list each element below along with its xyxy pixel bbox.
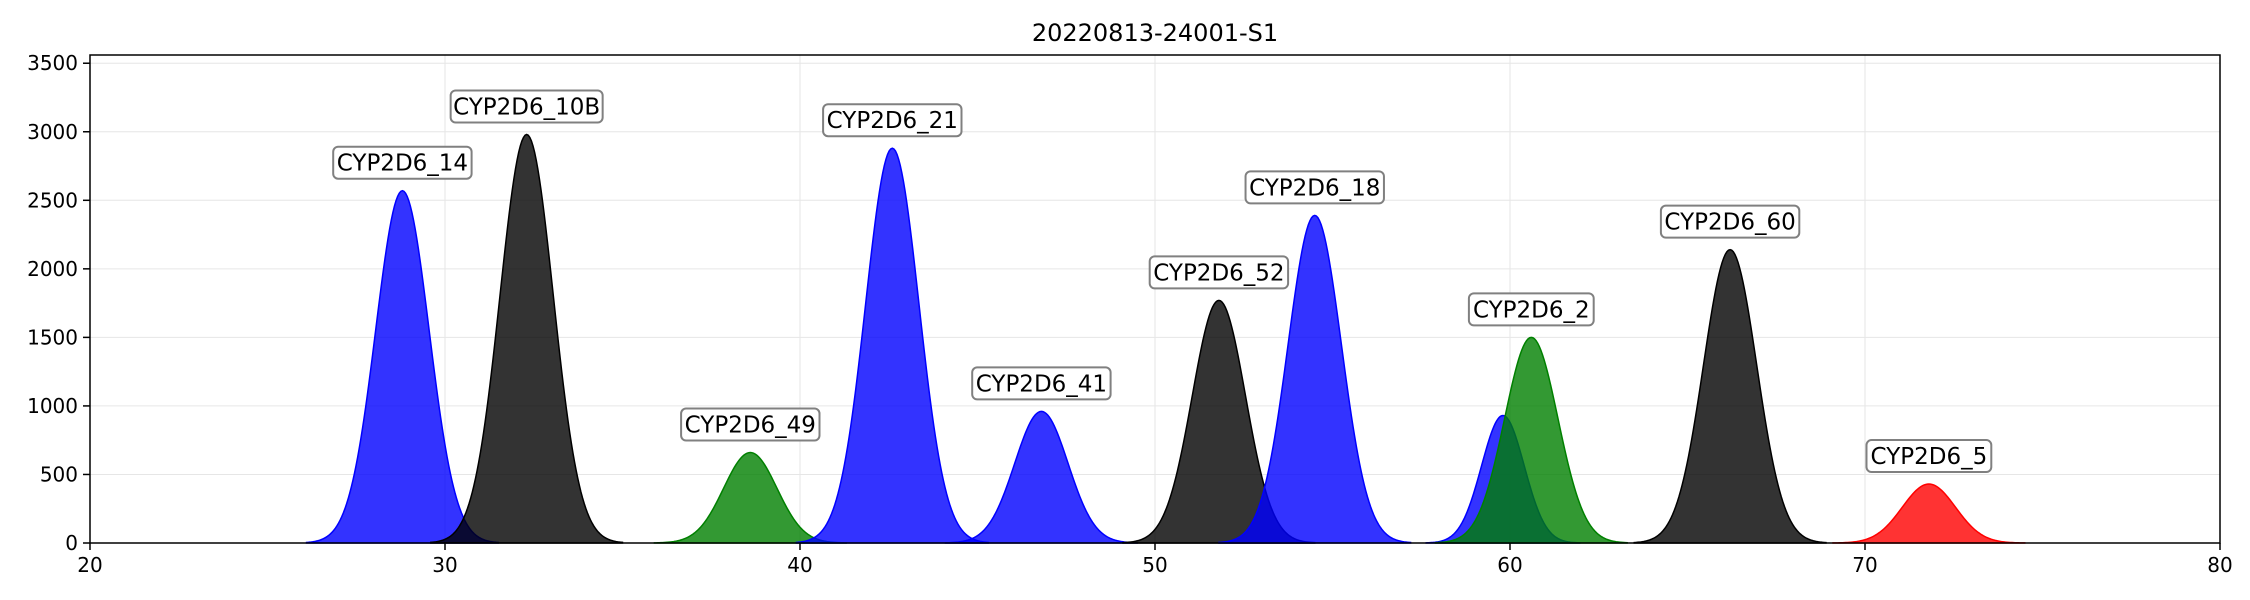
y-tick-label: 0 (65, 531, 78, 555)
peak-cyp2d6-18 (1218, 214, 1412, 544)
peak-label-box (1244, 170, 1385, 205)
peak-label-cyp2d6-41: CYP2D6_41 (971, 366, 1112, 401)
peak-label-box (1467, 292, 1595, 327)
peak-label-box (332, 145, 473, 180)
x-tick-label: 80 (2207, 553, 2232, 577)
peak-cyp2d6-5 (1832, 483, 2026, 544)
x-tick-label: 40 (787, 553, 812, 577)
x-tick-label: 70 (1852, 553, 1877, 577)
peak-label-cyp2d6-18: CYP2D6_18 (1244, 170, 1385, 205)
y-tick-label: 500 (40, 462, 78, 486)
peak-label-box (1148, 255, 1290, 290)
y-tick-label: 3000 (27, 120, 78, 144)
peak-cyp2d6-2 (1434, 336, 1628, 544)
peak-label-cyp2d6-49: CYP2D6_49 (680, 407, 821, 442)
peak-label-cyp2d6-14: CYP2D6_14 (332, 145, 473, 180)
axis-ticks: 20 30 40 50 60 70 80 0 500 1000 1500 2000 2500 3000 35… (27, 51, 2233, 577)
peak-label-cyp2d6-5: CYP2D6_5 (1865, 439, 1993, 474)
y-tick-label: 2500 (27, 188, 78, 212)
peak-label-box (680, 407, 821, 442)
peak-label-box (971, 366, 1112, 401)
grid (89, 55, 2221, 544)
peak-label-box (1865, 439, 1993, 474)
peak-label-cyp2d6-2: CYP2D6_2 (1467, 292, 1595, 327)
x-tick-label: 30 (432, 553, 457, 577)
peak-cyp2d6-10b (430, 133, 624, 544)
peak-label-text: CYP2D6_41 (976, 371, 1107, 397)
y-tick-label: 1000 (27, 394, 78, 418)
y-tick-label: 1500 (27, 325, 78, 349)
peak-label-cyp2d6-60: CYP2D6_60 (1659, 204, 1801, 239)
chart-title: 20220813-24001-S1 (1032, 19, 1278, 47)
peak-cyp2d6-60 (1633, 248, 1827, 544)
peak-cyp2d6-21 (795, 147, 989, 544)
x-tick-label: 60 (1497, 553, 1522, 577)
peak-label-cyp2d6-21: CYP2D6_21 (822, 103, 963, 138)
y-tick-label: 2000 (27, 257, 78, 281)
peak-label-cyp2d6-52: CYP2D6_52 (1148, 255, 1290, 290)
peak-label-text: CYP2D6_60 (1664, 210, 1795, 236)
y-tick-label: 3500 (27, 51, 78, 75)
peak-label-box (822, 103, 963, 138)
peak-cyp2d6-14 (305, 189, 499, 544)
peak-label-text: CYP2D6_10B (453, 95, 600, 121)
peak-cyp2d6-41 (944, 410, 1138, 544)
peak-label-text: CYP2D6_52 (1153, 260, 1284, 286)
peak-label-cyp2d6-10b: CYP2D6_10B (449, 89, 604, 124)
x-tick-label: 20 (77, 553, 102, 577)
peak-areas (305, 133, 2026, 544)
peak-cyp2d6-49 (653, 451, 847, 544)
peak-label-box (449, 89, 604, 124)
peak-labels: CYP2D6_14 CYP2D6_10B CYP2D6_49 CYP2D6_21 CYP… (332, 89, 1993, 474)
peak-label-text: CYP2D6_49 (685, 413, 816, 439)
peak-label-text: CYP2D6_2 (1473, 297, 1590, 323)
peak-label-box (1659, 204, 1801, 239)
x-tick-label: 50 (1142, 553, 1167, 577)
peak-label-text: CYP2D6_14 (337, 151, 468, 177)
peak-label-text: CYP2D6_21 (827, 108, 958, 134)
peak-label-text: CYP2D6_18 (1249, 175, 1380, 201)
peak-label-text: CYP2D6_5 (1871, 444, 1988, 470)
